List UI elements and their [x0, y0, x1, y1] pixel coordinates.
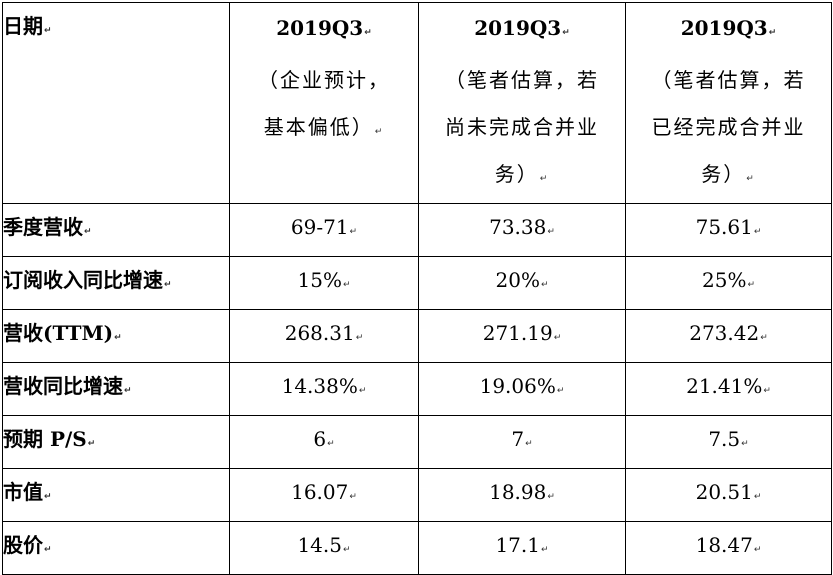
- table-cell: 18.47↵: [625, 521, 832, 575]
- table-row: 营收(TTM)↵ 268.31↵ 271.19↵ 273.42↵: [2, 309, 832, 363]
- table-row: 订阅收入同比增速↵ 15%↵ 20%↵ 25%↵: [2, 256, 832, 310]
- header-col-2: 2019Q3↵ （笔者估算，若 尚未完成合并业 务）↵: [418, 2, 626, 204]
- table-cell: 273.42↵: [625, 309, 832, 363]
- row-label: 预期 P/S↵: [2, 415, 230, 469]
- table-cell: 20.51↵: [625, 468, 832, 522]
- table-cell: 6↵: [229, 415, 419, 469]
- table-cell: 21.41%↵: [625, 362, 832, 416]
- header-row: 日期↵ 2019Q3↵ （企业预计， 基本偏低）↵ 2019Q3↵ （笔者估算，…: [2, 2, 832, 204]
- table-row: 营收同比增速↵ 14.38%↵ 19.06%↵ 21.41%↵: [2, 362, 832, 416]
- table-cell: 14.5↵: [229, 521, 419, 575]
- table-cell: 7.5↵: [625, 415, 832, 469]
- table-cell: 25%↵: [625, 256, 832, 310]
- table-row: 股价↵ 14.5↵ 17.1↵ 18.47↵: [2, 521, 832, 575]
- table-cell: 69-71↵: [229, 203, 419, 257]
- row-label: 营收(TTM)↵: [2, 309, 230, 363]
- table-row: 预期 P/S↵ 6↵ 7↵ 7.5↵: [2, 415, 832, 469]
- table-cell: 19.06%↵: [418, 362, 626, 416]
- row-label: 订阅收入同比增速↵: [2, 256, 230, 310]
- table-row: 市值↵ 16.07↵ 18.98↵ 20.51↵: [2, 468, 832, 522]
- table-cell: 20%↵: [418, 256, 626, 310]
- header-row-label: 日期↵: [2, 2, 230, 204]
- table-row: 季度营收↵ 69-71↵ 73.38↵ 75.61↵: [2, 203, 832, 257]
- table-cell: 15%↵: [229, 256, 419, 310]
- table-cell: 18.98↵: [418, 468, 626, 522]
- row-label: 季度营收↵: [2, 203, 230, 257]
- table-cell: 271.19↵: [418, 309, 626, 363]
- row-label: 股价↵: [2, 521, 230, 575]
- row-label: 营收同比增速↵: [2, 362, 230, 416]
- table-cell: 7↵: [418, 415, 626, 469]
- table-cell: 16.07↵: [229, 468, 419, 522]
- table-cell: 14.38%↵: [229, 362, 419, 416]
- table-cell: 75.61↵: [625, 203, 832, 257]
- row-label: 市值↵: [2, 468, 230, 522]
- table-cell: 268.31↵: [229, 309, 419, 363]
- header-col-3: 2019Q3↵ （笔者估算，若 已经完成合并业 务）↵: [625, 2, 832, 204]
- table-cell: 17.1↵: [418, 521, 626, 575]
- header-col-1: 2019Q3↵ （企业预计， 基本偏低）↵: [229, 2, 419, 204]
- table-cell: 73.38↵: [418, 203, 626, 257]
